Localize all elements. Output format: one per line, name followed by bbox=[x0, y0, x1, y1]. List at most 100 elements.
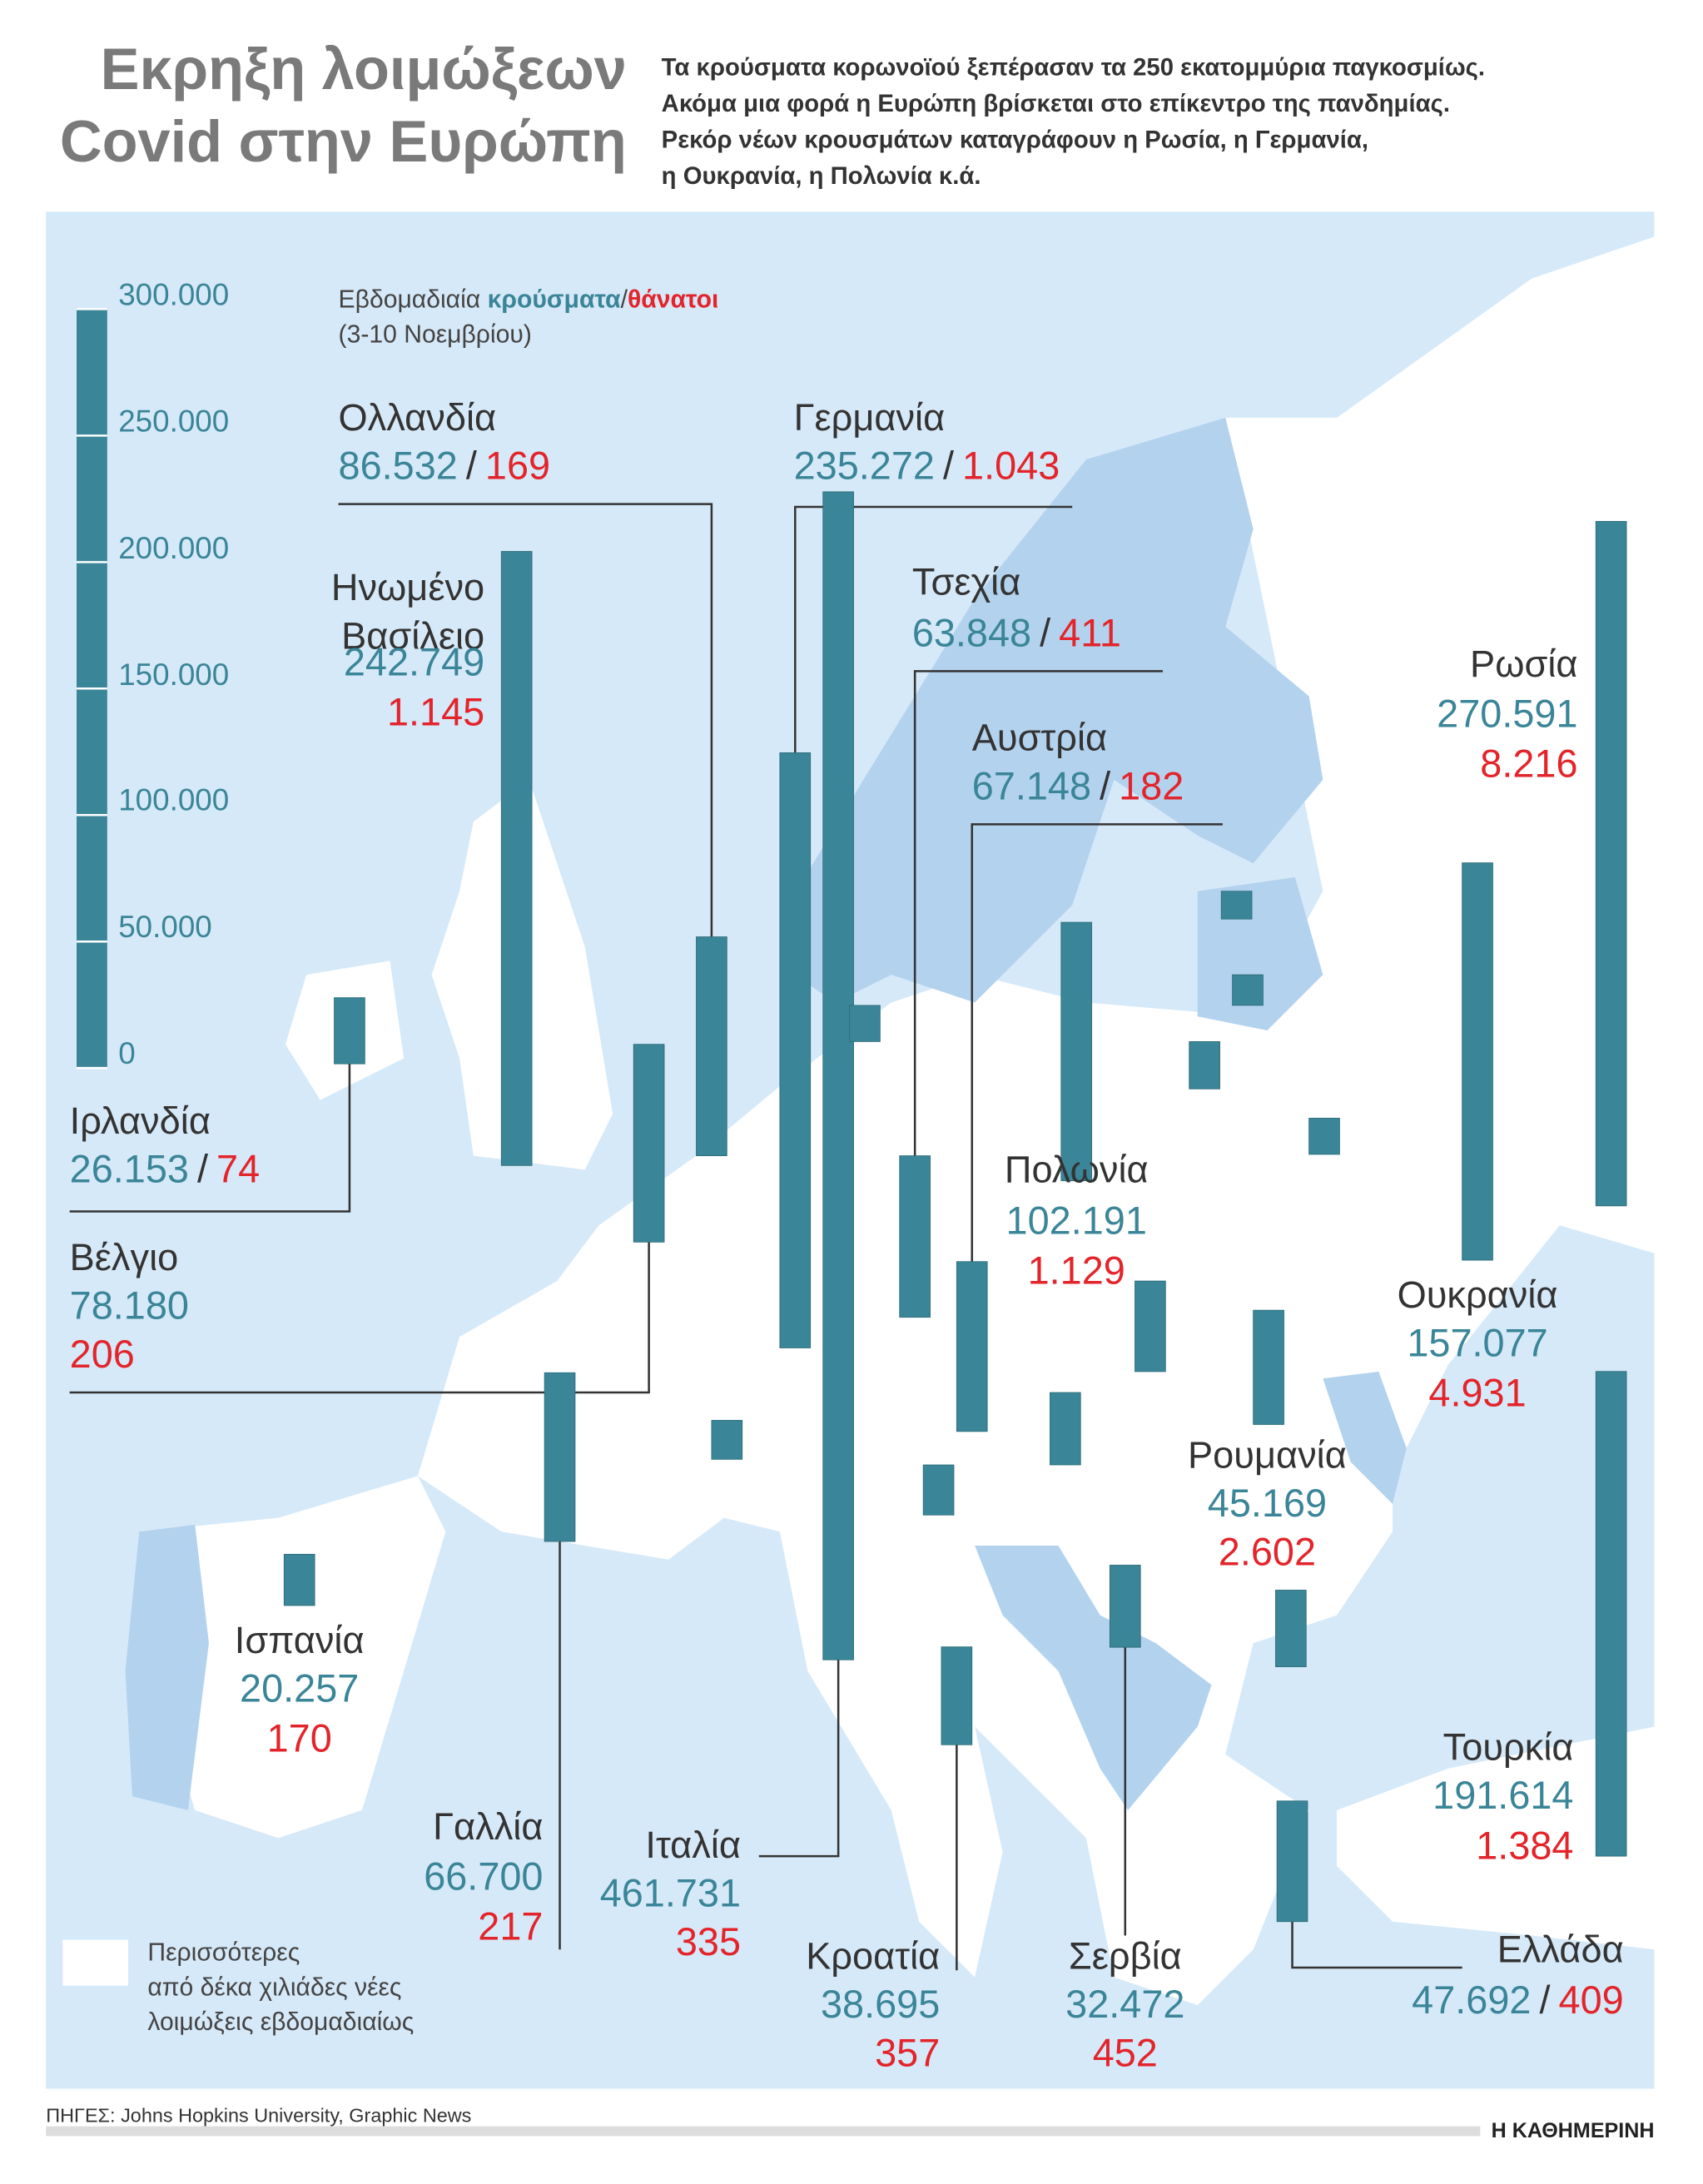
bar bbox=[1232, 974, 1264, 1006]
cases-label: 67.148 bbox=[971, 764, 1092, 808]
bar bbox=[779, 752, 812, 1348]
map-legend-text: Περισσότερες bbox=[147, 1938, 300, 1967]
bar bbox=[696, 936, 727, 1157]
cases-label: 157.077 bbox=[1407, 1321, 1548, 1365]
cases-label: 191.614 bbox=[1432, 1774, 1574, 1818]
separator: / bbox=[942, 444, 955, 488]
deaths-label: 409 bbox=[1558, 1978, 1624, 2023]
cases-line: 102.191 bbox=[1006, 1199, 1147, 1249]
bar bbox=[1253, 1309, 1284, 1425]
deaths-label: 4.931 bbox=[1428, 1371, 1527, 1415]
country-name: Γαλλία bbox=[433, 1805, 544, 1849]
bar bbox=[283, 1553, 315, 1606]
land bbox=[1337, 1726, 1655, 1950]
bar bbox=[1275, 1590, 1307, 1667]
land-highlight bbox=[975, 1546, 1212, 1810]
deaths-line: 452 bbox=[1093, 2033, 1158, 2082]
legend-separator: / bbox=[620, 285, 628, 314]
bar bbox=[500, 551, 533, 1166]
subtitle: η Ουκρανία, η Πολωνία κ.ά. bbox=[661, 161, 981, 190]
y-tick-label: 200.000 bbox=[118, 529, 230, 565]
leader-line bbox=[794, 505, 1073, 753]
legend: Εβδομαδιαία κρούσματα/θάνατοι bbox=[339, 283, 719, 316]
country-figures: 235.272/1.043 bbox=[794, 445, 1060, 494]
country-name: Ελλάδα bbox=[1497, 1928, 1624, 1971]
bar bbox=[1135, 1280, 1166, 1372]
cases-line: 157.077 bbox=[1407, 1323, 1547, 1372]
deaths-line: 357 bbox=[875, 2033, 940, 2082]
bar bbox=[1595, 520, 1627, 1207]
leader-line bbox=[1291, 1921, 1462, 1969]
leader-line bbox=[758, 1660, 840, 1858]
deaths-label: 1.129 bbox=[1027, 1248, 1125, 1293]
map-legend-text: από δέκα χιλιάδες νέες bbox=[147, 1973, 402, 2002]
bar bbox=[1109, 1565, 1141, 1648]
bar bbox=[941, 1646, 973, 1745]
deaths-label: 74 bbox=[216, 1147, 261, 1191]
map-legend-text: λοιμώξεις εβδομαδιαίως bbox=[147, 2008, 415, 2036]
bar bbox=[1060, 921, 1093, 1182]
separator: / bbox=[465, 444, 477, 488]
title: Covid στην Ευρώπη bbox=[59, 108, 627, 175]
legend-entry: θάνατοι bbox=[627, 285, 719, 314]
deaths-line: 217 bbox=[478, 1906, 543, 1955]
cases-label: 20.257 bbox=[240, 1666, 360, 1710]
deaths-line: 1.384 bbox=[1476, 1824, 1573, 1874]
land bbox=[139, 1476, 446, 1839]
bar bbox=[922, 1464, 955, 1516]
separator: / bbox=[1539, 1978, 1551, 2023]
country-name: Ιταλία bbox=[645, 1824, 742, 1866]
cases-label: 26.153 bbox=[69, 1147, 189, 1191]
cases-label: 235.272 bbox=[793, 444, 935, 488]
cases-line: 66.700 bbox=[424, 1855, 543, 1905]
subtitle: Τα κρούσματα κορωνοϊού ξεπέρασαν τα 250 … bbox=[661, 52, 1486, 82]
country-name: Ρωσία bbox=[1470, 643, 1578, 686]
bar bbox=[849, 1005, 881, 1042]
bar bbox=[1595, 1371, 1627, 1857]
country-name: Ηνωμένο Βασίλειο bbox=[330, 566, 485, 657]
bar bbox=[1050, 1392, 1081, 1466]
country-figures: 26.153/74 bbox=[69, 1147, 261, 1198]
y-tick-label: 100.000 bbox=[118, 782, 230, 818]
cases-label: 461.731 bbox=[599, 1871, 742, 1915]
country-name: Κροατία bbox=[806, 1935, 941, 1978]
leader-line bbox=[338, 503, 713, 937]
legend-period: (3-10 Νοεμβρίου) bbox=[338, 320, 532, 349]
country-name: Πολωνία bbox=[1004, 1149, 1149, 1191]
deaths-line: 206 bbox=[70, 1333, 135, 1383]
country-name: Ρουμανία bbox=[1188, 1434, 1347, 1477]
deaths-line: 170 bbox=[267, 1718, 332, 1767]
cases-line: 242.749 bbox=[343, 640, 485, 691]
deaths-label: 357 bbox=[875, 2031, 941, 2075]
deaths-label: 411 bbox=[1059, 611, 1121, 655]
country-figures: 47.692/409 bbox=[1412, 1978, 1624, 2029]
source-text: Johns Hopkins University, Graphic News bbox=[121, 2103, 472, 2127]
cases-label: 38.695 bbox=[820, 1983, 941, 2027]
y-tick-label: 300.000 bbox=[118, 276, 230, 312]
country-figures: 86.532/169 bbox=[339, 445, 551, 494]
cases-label: 78.180 bbox=[69, 1283, 189, 1328]
country-name: Τουρκία bbox=[1442, 1726, 1574, 1769]
deaths-line: 4.931 bbox=[1428, 1371, 1527, 1422]
deaths-label: 217 bbox=[478, 1904, 544, 1948]
bar bbox=[633, 1044, 665, 1243]
bar bbox=[956, 1261, 988, 1432]
y-tick-label: 0 bbox=[118, 1035, 136, 1071]
cases-label: 32.472 bbox=[1065, 1983, 1185, 2027]
country-name: Βέλγιο bbox=[69, 1236, 179, 1278]
country-name: Γερμανία bbox=[793, 396, 946, 439]
deaths-label: 1.043 bbox=[962, 444, 1060, 488]
brand: Η ΚΑΘΗΜΕΡΙΝΗ bbox=[1491, 2119, 1655, 2143]
cases-label: 242.749 bbox=[343, 640, 485, 684]
country-name: Ιρλανδία bbox=[69, 1099, 211, 1142]
country-name: Τσεχία bbox=[911, 561, 1021, 603]
bar bbox=[899, 1155, 931, 1318]
leader-line bbox=[971, 823, 1223, 1262]
legend-prefix: Εβδομαδιαία bbox=[338, 285, 481, 314]
cases-line: 78.180 bbox=[69, 1283, 189, 1334]
country-name: Σερβία bbox=[1068, 1935, 1182, 1978]
land-highlight bbox=[125, 1524, 209, 1810]
deaths-label: 1.145 bbox=[386, 690, 485, 734]
